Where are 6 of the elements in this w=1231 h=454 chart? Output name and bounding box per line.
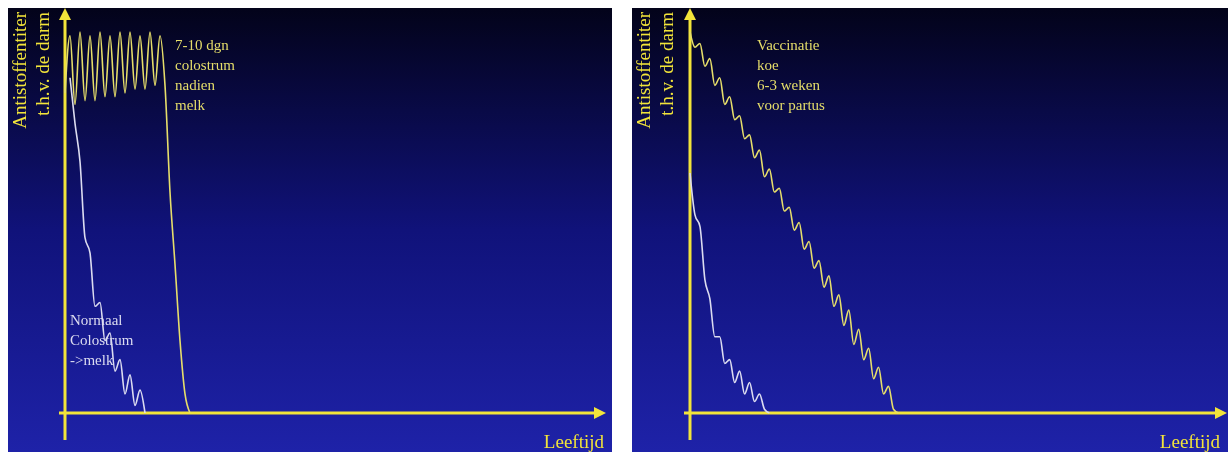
x-axis-title: Leeftijd <box>1159 431 1221 452</box>
x-axis-title: Leeftijd <box>543 431 605 452</box>
series-label: 7-10 dgn colostrum nadien melk <box>175 37 236 113</box>
series-label: Vaccinatie koe 6-3 weken voor partus <box>757 37 826 113</box>
y-axis-title: Antistoffentiter t.h.v. de darm <box>633 11 677 129</box>
y-axis-title: Antistoffentiter t.h.v. de darm <box>9 11 53 129</box>
